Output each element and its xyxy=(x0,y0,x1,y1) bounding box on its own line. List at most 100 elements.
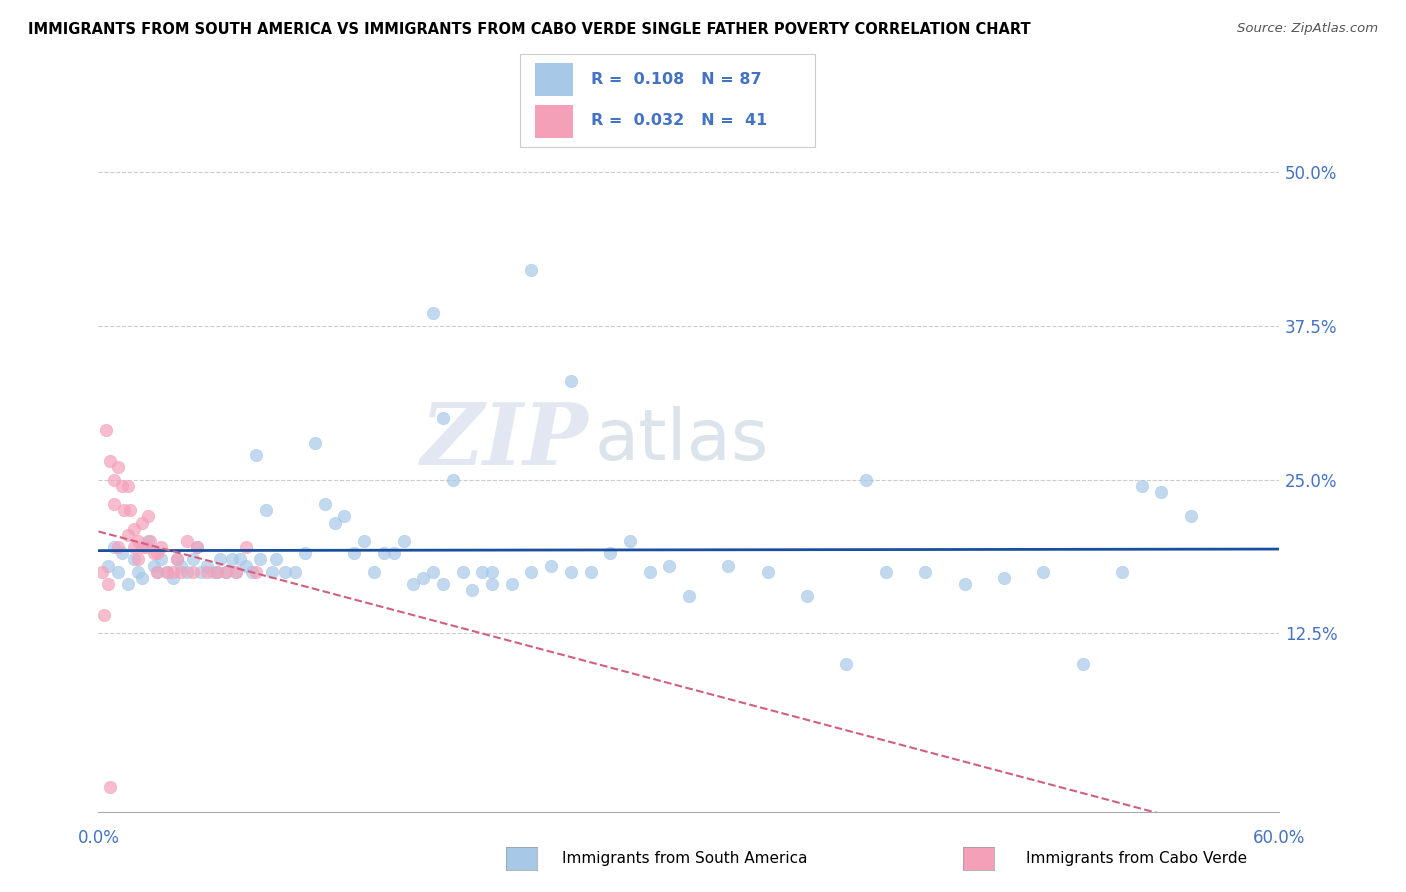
Point xyxy=(875,565,897,579)
Point xyxy=(264,552,287,566)
Text: Immigrants from South America: Immigrants from South America xyxy=(562,851,808,865)
Point xyxy=(240,565,263,579)
Point xyxy=(432,577,454,591)
Point xyxy=(166,552,188,566)
Point xyxy=(481,577,503,591)
Point xyxy=(249,552,271,566)
Point xyxy=(142,546,165,560)
Point xyxy=(142,558,165,573)
Point xyxy=(323,516,346,530)
Point xyxy=(195,565,218,579)
Point xyxy=(127,552,149,566)
Point xyxy=(181,552,204,566)
Point xyxy=(353,534,375,549)
Text: Source: ZipAtlas.com: Source: ZipAtlas.com xyxy=(1237,22,1378,36)
Point xyxy=(260,565,283,579)
Point xyxy=(146,546,169,560)
Point xyxy=(97,577,120,591)
Point xyxy=(274,565,297,579)
Point xyxy=(150,552,173,566)
Point xyxy=(333,509,356,524)
Point xyxy=(343,546,366,560)
Text: R =  0.108   N = 87: R = 0.108 N = 87 xyxy=(591,71,762,87)
Point xyxy=(107,540,129,554)
Point xyxy=(245,565,267,579)
Point xyxy=(98,454,121,468)
Point xyxy=(97,558,120,573)
Point xyxy=(215,565,238,579)
Point xyxy=(205,565,228,579)
Bar xyxy=(536,105,574,138)
Point xyxy=(122,522,145,536)
Point xyxy=(111,478,134,492)
Point xyxy=(638,565,661,579)
Point xyxy=(520,263,543,277)
Point xyxy=(229,552,252,566)
Point xyxy=(835,657,858,671)
Point xyxy=(855,473,877,487)
Point xyxy=(520,565,543,579)
Point xyxy=(1150,484,1173,499)
Point xyxy=(103,473,125,487)
Point xyxy=(118,503,141,517)
Point xyxy=(1032,565,1054,579)
Point xyxy=(107,565,129,579)
Point xyxy=(658,558,681,573)
Point xyxy=(441,473,464,487)
Point xyxy=(560,374,582,388)
Point xyxy=(136,534,159,549)
Point xyxy=(451,565,474,579)
Point xyxy=(481,565,503,579)
Point xyxy=(122,540,145,554)
Point xyxy=(205,565,228,579)
Point xyxy=(402,577,425,591)
Point xyxy=(993,571,1015,585)
Point xyxy=(245,448,267,462)
Point xyxy=(190,565,212,579)
Point xyxy=(235,558,257,573)
Point xyxy=(103,540,125,554)
Point xyxy=(131,571,153,585)
Point xyxy=(162,571,184,585)
Point xyxy=(501,577,523,591)
Point xyxy=(422,565,444,579)
Point xyxy=(117,577,139,591)
Point xyxy=(953,577,976,591)
Point xyxy=(138,534,160,549)
Point xyxy=(176,534,198,549)
Point xyxy=(382,546,405,560)
Point xyxy=(181,565,204,579)
Point xyxy=(432,411,454,425)
Point xyxy=(162,565,184,579)
Point xyxy=(215,565,238,579)
Point xyxy=(146,565,169,579)
Point xyxy=(914,565,936,579)
Point xyxy=(1071,657,1094,671)
Point xyxy=(170,558,193,573)
Point xyxy=(392,534,415,549)
Point xyxy=(176,565,198,579)
Point xyxy=(146,565,169,579)
Point xyxy=(166,552,188,566)
Point xyxy=(284,565,307,579)
Point xyxy=(1180,509,1202,524)
Point xyxy=(156,565,179,579)
Point xyxy=(127,565,149,579)
Point xyxy=(717,558,740,573)
Point xyxy=(225,565,247,579)
Point xyxy=(156,565,179,579)
Point xyxy=(756,565,779,579)
Point xyxy=(314,497,336,511)
Point xyxy=(122,552,145,566)
Point xyxy=(201,565,224,579)
Text: IMMIGRANTS FROM SOUTH AMERICA VS IMMIGRANTS FROM CABO VERDE SINGLE FATHER POVERT: IMMIGRANTS FROM SOUTH AMERICA VS IMMIGRA… xyxy=(28,22,1031,37)
Point xyxy=(96,423,118,437)
Point xyxy=(107,460,129,475)
Point xyxy=(540,558,562,573)
Text: atlas: atlas xyxy=(595,406,769,475)
Point xyxy=(186,540,208,554)
Point xyxy=(579,565,602,579)
Point xyxy=(599,546,621,560)
Point xyxy=(91,565,114,579)
Point xyxy=(98,780,121,794)
